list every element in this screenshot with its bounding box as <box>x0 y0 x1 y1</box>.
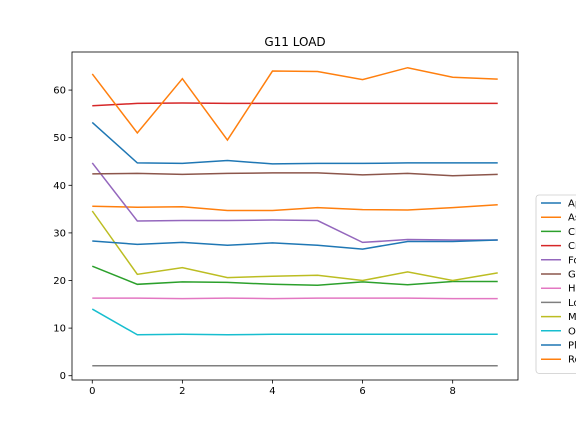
legend-label-11: Ro <box>568 355 576 366</box>
legend-label-10: Pl <box>568 341 576 352</box>
series-line-1 <box>92 204 498 212</box>
series-line-4 <box>91 162 498 244</box>
legend-label-0: Ap <box>568 199 576 210</box>
legend-label-6: H <box>568 284 576 295</box>
y-tick-label-3: 30 <box>53 228 66 239</box>
x-tick-label-2: 4 <box>269 386 275 397</box>
legend: Ap As Cl Cr Fo GH Lo MO Pl Ro <box>535 194 576 374</box>
y-tick-label-1: 10 <box>53 324 66 335</box>
series-line-11 <box>91 66 498 142</box>
legend-label-7: Lo <box>568 298 576 309</box>
legend-label-4: Fo <box>568 255 576 266</box>
series-line-8 <box>91 210 498 282</box>
legend-label-5: G <box>568 270 576 281</box>
series-line-9 <box>91 308 498 336</box>
x-tick-label-0: 0 <box>89 386 95 397</box>
series-line-2 <box>91 265 498 287</box>
legend-label-8: M <box>568 312 576 323</box>
x-tick-label-3: 6 <box>359 386 365 397</box>
legend-box <box>535 194 576 374</box>
series-line-3 <box>92 102 498 107</box>
y-tick-label-6: 60 <box>53 86 66 97</box>
legend-label-1: As <box>568 213 576 224</box>
x-tick-label-1: 2 <box>179 386 185 397</box>
y-tick-label-2: 20 <box>53 276 66 287</box>
x-axis: 0 2 4 6 8 <box>89 380 456 397</box>
legend-label-2: Cl <box>568 227 576 238</box>
y-axis: 0 10 20 30 40 50 60 <box>53 86 72 382</box>
y-tick-label-4: 40 <box>53 181 66 192</box>
series-line-5 <box>92 172 498 177</box>
series-line-10 <box>92 239 498 250</box>
legend-label-3: Cr <box>568 241 576 252</box>
legend-label-9: O <box>568 326 576 337</box>
plot-lines <box>91 66 498 367</box>
series-line-0 <box>91 121 498 165</box>
x-tick-label-4: 8 <box>449 386 455 397</box>
y-tick-label-5: 50 <box>53 133 66 144</box>
y-tick-label-0: 0 <box>60 371 66 382</box>
chart-title: G11 LOAD <box>264 35 325 49</box>
plot-frame <box>71 51 519 381</box>
